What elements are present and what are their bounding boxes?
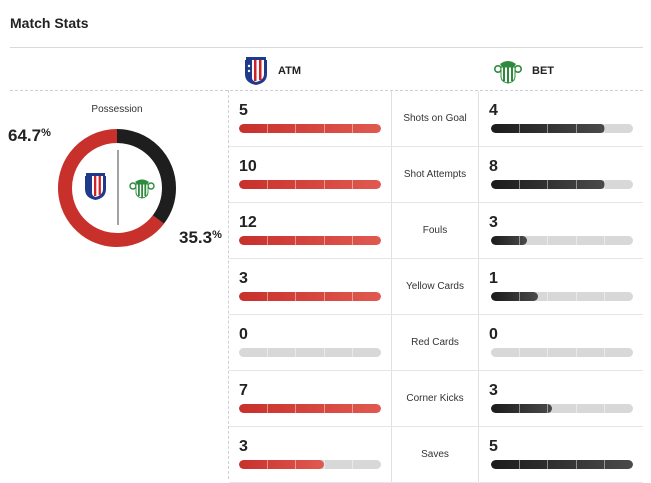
home-stat-bar [239, 404, 381, 413]
home-stat-bar [239, 292, 381, 301]
away-stat-cell: 0 [479, 315, 643, 370]
away-stat-value: 5 [489, 438, 498, 455]
away-stat-cell: 1 [479, 259, 643, 314]
away-stat-cell: 5 [479, 427, 643, 482]
row-divider [229, 314, 643, 315]
home-stat-bar-fill [239, 460, 325, 469]
home-stat-cell: 0 [229, 315, 392, 370]
column-divider [228, 90, 229, 479]
home-stat-bar [239, 236, 381, 245]
home-possession-value: 64.7% [8, 126, 51, 145]
row-divider [229, 426, 643, 427]
stat-label: Corner Kicks [392, 371, 479, 426]
possession-donut [58, 129, 176, 247]
home-stat-value: 3 [239, 270, 248, 287]
atletico-crest-icon [85, 173, 106, 200]
possession-label: Possession [91, 104, 143, 115]
away-stat-bar [491, 292, 633, 301]
away-stat-bar-fill [491, 180, 605, 189]
title-divider [10, 47, 643, 48]
home-stat-bar-fill [239, 292, 381, 301]
stat-row: 7 Corner Kicks 3 [229, 371, 643, 427]
row-divider [229, 202, 643, 203]
page-title: Match Stats [10, 15, 89, 31]
stat-label: Fouls [392, 203, 479, 258]
home-stat-bar [239, 460, 381, 469]
away-stat-cell: 8 [479, 147, 643, 202]
row-divider [229, 258, 643, 259]
away-stat-value: 8 [489, 158, 498, 175]
row-divider [229, 370, 643, 371]
stat-label: Yellow Cards [392, 259, 479, 314]
away-stat-value: 4 [489, 102, 498, 119]
home-stat-bar-fill [239, 236, 381, 245]
away-possession-value: 35.3% [179, 228, 222, 247]
home-stat-bar [239, 180, 381, 189]
home-stat-value: 5 [239, 102, 248, 119]
home-stat-cell: 5 [229, 91, 392, 146]
away-stat-bar-fill [491, 124, 605, 133]
stat-label: Shot Attempts [392, 147, 479, 202]
stat-label: Saves [392, 427, 479, 482]
home-stat-cell: 10 [229, 147, 392, 202]
away-stat-bar-fill [491, 404, 553, 413]
home-stat-bar-fill [239, 404, 381, 413]
away-stat-bar-fill [491, 292, 538, 301]
betis-crest-icon [129, 179, 155, 199]
home-stat-bar [239, 124, 381, 133]
home-stat-cell: 12 [229, 203, 392, 258]
home-stat-bar-fill [239, 124, 381, 133]
stat-label: Red Cards [392, 315, 479, 370]
away-stat-bar-fill [491, 460, 633, 469]
home-stat-value: 3 [239, 438, 248, 455]
away-stat-cell: 4 [479, 91, 643, 146]
atletico-crest-icon [244, 56, 268, 86]
away-stat-bar [491, 460, 633, 469]
away-stat-bar [491, 404, 633, 413]
away-stat-cell: 3 [479, 371, 643, 426]
away-stat-value: 1 [489, 270, 498, 287]
home-team-header: ATM [244, 52, 301, 90]
header-divider [10, 90, 643, 91]
betis-crest-icon [494, 58, 522, 84]
away-possession-arc [58, 129, 176, 247]
away-stat-value: 3 [489, 214, 498, 231]
away-stat-bar [491, 236, 633, 245]
stat-row: 5 Shots on Goal 4 [229, 91, 643, 147]
row-divider [229, 146, 643, 147]
stat-label: Shots on Goal [392, 91, 479, 146]
away-stat-bar [491, 348, 633, 357]
home-stat-value: 0 [239, 326, 248, 343]
home-stat-cell: 3 [229, 427, 392, 482]
home-stat-value: 12 [239, 214, 257, 231]
away-stat-cell: 3 [479, 203, 643, 258]
stat-row: 3 Saves 5 [229, 427, 643, 483]
away-stat-bar-fill [491, 236, 527, 245]
stat-row: 10 Shot Attempts 8 [229, 147, 643, 203]
home-possession-arc [58, 129, 176, 247]
stat-row: 3 Yellow Cards 1 [229, 259, 643, 315]
home-stat-cell: 3 [229, 259, 392, 314]
home-stat-value: 10 [239, 158, 257, 175]
away-stat-value: 0 [489, 326, 498, 343]
home-stat-bar-fill [239, 180, 381, 189]
home-stat-cell: 7 [229, 371, 392, 426]
home-team-abbr: ATM [278, 65, 302, 77]
away-stat-bar [491, 124, 633, 133]
away-stat-value: 3 [489, 382, 498, 399]
away-team-header: BET [494, 52, 554, 90]
stat-row: 12 Fouls 3 [229, 203, 643, 259]
home-stat-bar [239, 348, 381, 357]
home-stat-value: 7 [239, 382, 248, 399]
away-team-abbr: BET [532, 65, 554, 77]
away-stat-bar [491, 180, 633, 189]
stat-row: 0 Red Cards 0 [229, 315, 643, 371]
